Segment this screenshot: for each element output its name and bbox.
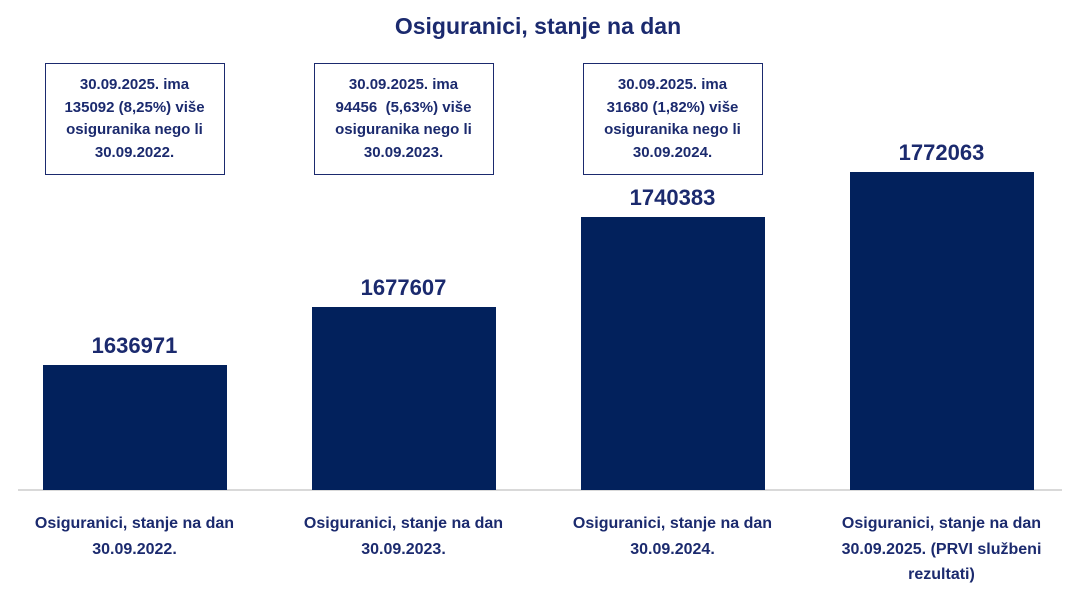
- category-label-line: 30.09.2025. (PRVI službeni: [841, 540, 1042, 558]
- annotation-line: osiguranika nego li: [66, 121, 203, 138]
- annotation-box: 30.09.2025. ima 94456 (5,63%) više osigura…: [313, 63, 494, 175]
- annotation-line: 30.09.2025. ima: [348, 76, 459, 93]
- bar-column: 1636971 Osiguranici, stanje na dan 30.09.2…: [0, 0, 269, 607]
- annotation-line: osiguranika nego li: [604, 121, 741, 138]
- annotation-line: 30.09.2022.: [94, 143, 175, 161]
- bar-column: 1740383 Osiguranici, stanje na dan 30.09.2…: [538, 0, 807, 607]
- annotation-line: 30.09.2024.: [632, 143, 713, 161]
- x-axis-line: [18, 489, 1062, 491]
- annotation-line: osiguranika nego li: [335, 121, 472, 138]
- category-label-line: Osiguranici, stanje na dan: [572, 515, 773, 532]
- category-label: Osiguranici, stanje na dan 30.09.2024.: [544, 511, 801, 562]
- category-label-line: Osiguranici, stanje na dan: [303, 515, 504, 532]
- annotation-line: 30.09.2023.: [363, 143, 444, 161]
- category-label-line: Osiguranici, stanje na dan: [841, 515, 1042, 532]
- category-label-line: rezultati): [908, 566, 975, 584]
- bar-column: 1772063 Osiguranici, stanje na dan 30.09.2…: [807, 0, 1076, 607]
- category-label: Osiguranici, stanje na dan 30.09.2025. (P…: [813, 511, 1070, 588]
- chart-title: Osiguranici, stanje na dan: [394, 13, 682, 39]
- annotation-line: 94456 (5,63%) više: [335, 98, 472, 116]
- category-label: Osiguranici, stanje na dan 30.09.2023.: [275, 511, 532, 562]
- bar-value-label: 1740383: [629, 185, 716, 210]
- category-label-line: 30.09.2024.: [630, 540, 715, 558]
- bar: [580, 217, 765, 490]
- annotation-line: 31680 (1,82%) više: [606, 98, 739, 116]
- annotation-line: 30.09.2025. ima: [617, 76, 728, 93]
- bar-value-label: 1772063: [898, 140, 985, 165]
- bar: [311, 307, 496, 490]
- bar: [42, 365, 227, 490]
- bar-value-label: 1677607: [360, 275, 447, 300]
- bar-column: 1677607 Osiguranici, stanje na dan 30.09.2…: [269, 0, 538, 607]
- category-label: Osiguranici, stanje na dan 30.09.2022.: [6, 511, 263, 562]
- category-label-line: 30.09.2023.: [361, 540, 446, 558]
- annotation-line: 30.09.2025. ima: [79, 76, 190, 93]
- annotation-box: 30.09.2025. ima 135092 (8,25%) više osigur…: [44, 63, 225, 175]
- category-label-line: Osiguranici, stanje na dan: [34, 515, 235, 532]
- annotation-box: 30.09.2025. ima 31680 (1,82%) više osigura…: [582, 63, 763, 175]
- bar: [849, 172, 1034, 490]
- bar-value-label: 1636971: [91, 333, 178, 358]
- category-label-line: 30.09.2022.: [92, 540, 177, 558]
- annotation-line: 135092 (8,25%) više: [64, 98, 205, 116]
